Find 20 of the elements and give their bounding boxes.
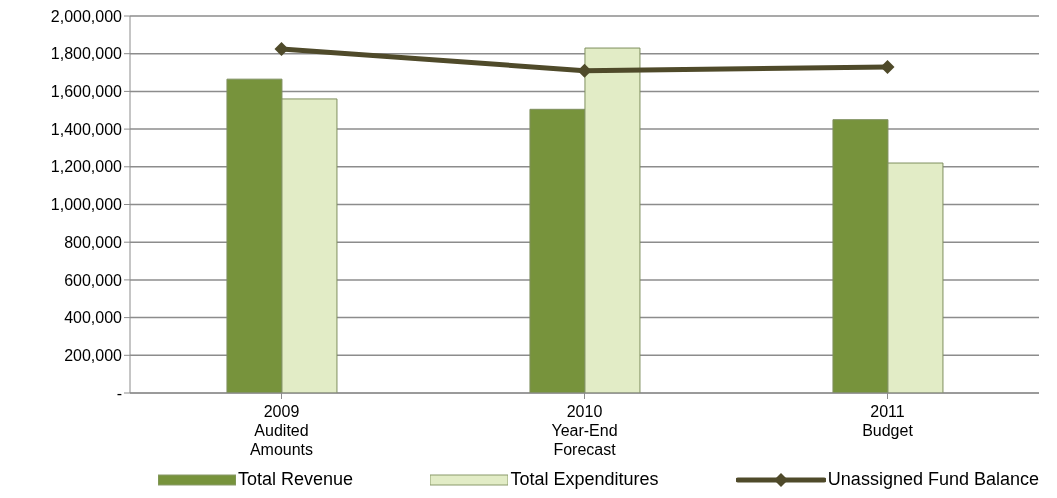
y-tick-label: 1,600,000 <box>50 83 123 101</box>
point <box>274 41 289 56</box>
x-tick-label: 2009 Audited Amounts <box>249 403 314 458</box>
y-tick-label: 200,000 <box>64 346 123 364</box>
y-tick-label: - <box>116 384 122 402</box>
y-tick-label: 600,000 <box>64 271 123 289</box>
y-tick-label: 1,200,000 <box>50 158 123 176</box>
y-tick-label: 1,000,000 <box>50 196 123 214</box>
point <box>577 63 592 78</box>
x-tick-label: 2010 Year-End Forecast <box>551 403 618 458</box>
y-tick-label: 1,800,000 <box>50 45 123 63</box>
y-tick-label: 800,000 <box>64 233 123 251</box>
y-tick-label: 2,000,000 <box>50 7 123 25</box>
x-tick-label: 2011 Budget <box>862 403 914 439</box>
legend-label: Total Expenditures <box>510 469 659 490</box>
legend-label: Total Revenue <box>238 469 354 490</box>
point <box>880 59 895 74</box>
y-tick-label: 400,000 <box>64 309 123 327</box>
y-tick-label: 1,400,000 <box>50 120 123 138</box>
legend-label: Unassigned Fund Balance <box>827 469 1039 490</box>
